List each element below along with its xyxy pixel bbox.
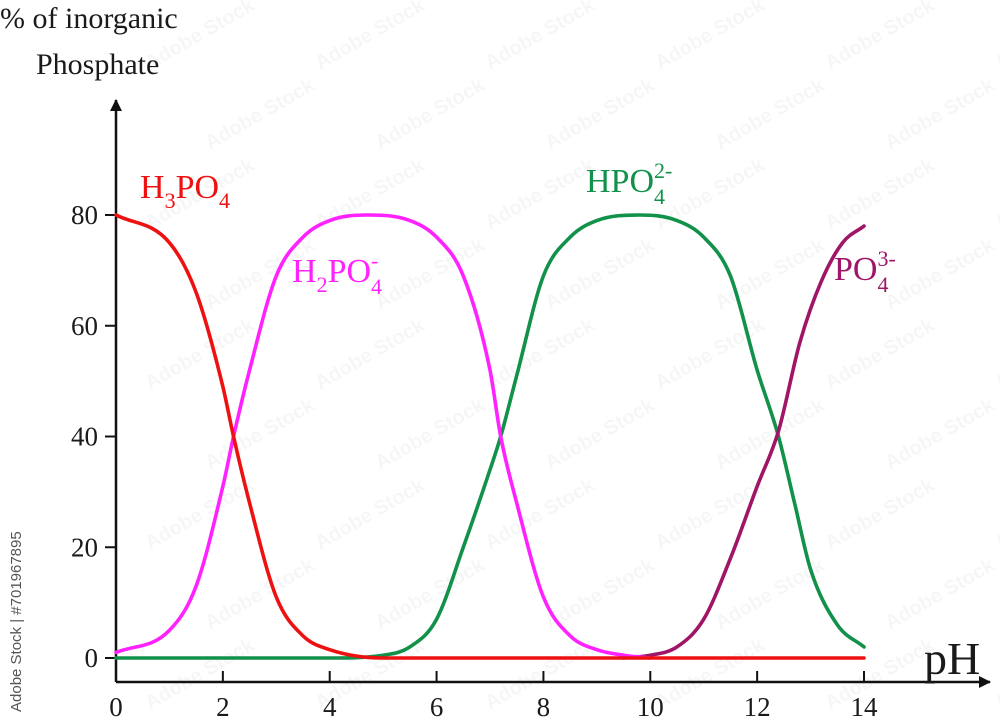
watermark-tile: Adobe Stock <box>372 394 490 475</box>
watermark-tile: Adobe Stock <box>482 154 600 235</box>
watermark-tile: Adobe Stock <box>542 394 660 475</box>
x-tick-label: 6 <box>430 692 444 719</box>
watermark-tile: Adobe Stock <box>652 474 770 555</box>
ticks: 0 2 4 6 8 10 12 14 0 20 40 60 80 <box>71 200 878 719</box>
series-line <box>114 213 866 660</box>
y-tick-label: 40 <box>71 422 98 452</box>
watermark-tile: Adobe Stock <box>482 474 600 555</box>
series-labels: H3PO4 H2PO-4 HPO2-4 PO3-4 <box>140 158 896 299</box>
watermark-tile: Adobe Stock <box>882 74 1000 155</box>
watermark-side-text: Adobe Stock | #701967895 <box>8 531 25 712</box>
x-axis-label: pH <box>924 633 980 684</box>
y-tick-label: 20 <box>71 532 98 562</box>
watermark-tile: Adobe Stock <box>992 634 1000 715</box>
watermark-tile: Adobe Stock <box>822 634 940 715</box>
watermark-tile: Adobe Stock <box>142 314 260 395</box>
y-tick-label: 0 <box>85 643 99 673</box>
series-label: HPO2-4 <box>586 158 672 209</box>
watermark-tile: Adobe Stock <box>822 154 940 235</box>
x-tick-label: 14 <box>851 692 879 719</box>
watermark-tile: Adobe Stock <box>142 474 260 555</box>
watermark-tile: Adobe Stock <box>652 0 770 74</box>
watermark-tile: Adobe Stock <box>482 0 600 74</box>
watermark-tile: Adobe Stock <box>202 554 320 635</box>
watermark-tile: Adobe Stock <box>992 154 1000 235</box>
watermark-tile: Adobe Stock <box>372 74 490 155</box>
watermark-tile: Adobe Stock <box>202 74 320 155</box>
watermark-tile: Adobe Stock <box>882 234 1000 315</box>
watermark-tile: Adobe Stock <box>822 314 940 395</box>
series-line <box>114 213 653 660</box>
watermark-tile: Adobe Stock <box>712 74 830 155</box>
watermark-tile: Adobe Stock <box>992 474 1000 555</box>
watermark-tile: Adobe Stock <box>312 474 430 555</box>
watermark-tile: Adobe Stock <box>992 314 1000 395</box>
axes <box>110 99 991 688</box>
watermark-tile: Adobe Stock <box>822 0 940 74</box>
watermark-tile: Adobe Stock <box>542 74 660 155</box>
watermark-tile: Adobe Stock <box>312 314 430 395</box>
watermark-tile: Adobe Stock <box>482 314 600 395</box>
watermark-tile: Adobe Stock <box>372 554 490 635</box>
x-tick-label: 12 <box>744 692 771 719</box>
y-axis-label-line2: Phosphate <box>36 48 159 81</box>
watermark-tile: Adobe Stock <box>312 0 430 74</box>
watermark-tile: Adobe Stock <box>992 0 1000 74</box>
series-label: H2PO-4 <box>292 248 382 299</box>
y-tick-label: 60 <box>71 311 98 341</box>
watermark-tile: Adobe Stock <box>142 634 260 715</box>
y-axis-label-line1: % of inorganic <box>0 2 178 35</box>
x-tick-label: 8 <box>537 692 551 719</box>
watermark-tile: Adobe Stock <box>202 394 320 475</box>
watermark-tile: Adobe Stock <box>882 394 1000 475</box>
x-tick-label: 4 <box>323 692 337 719</box>
watermark-tile: Adobe Stock <box>882 554 1000 635</box>
series-line <box>114 213 866 660</box>
watermark-tile: Adobe Stock <box>542 234 660 315</box>
x-tick-label: 2 <box>216 692 230 719</box>
y-tick-label: 80 <box>71 200 98 230</box>
x-tick-label: 0 <box>109 692 123 719</box>
series-label: PO3-4 <box>834 246 896 297</box>
watermark-tile: Adobe Stock <box>822 474 940 555</box>
x-tick-label: 10 <box>637 692 664 719</box>
series-curves <box>114 213 866 660</box>
series-line <box>621 224 866 660</box>
series-label: H3PO4 <box>140 169 230 213</box>
watermark-tiles: Adobe Stock Adobe Stock Adobe Stock Adobe S… <box>142 0 1000 714</box>
